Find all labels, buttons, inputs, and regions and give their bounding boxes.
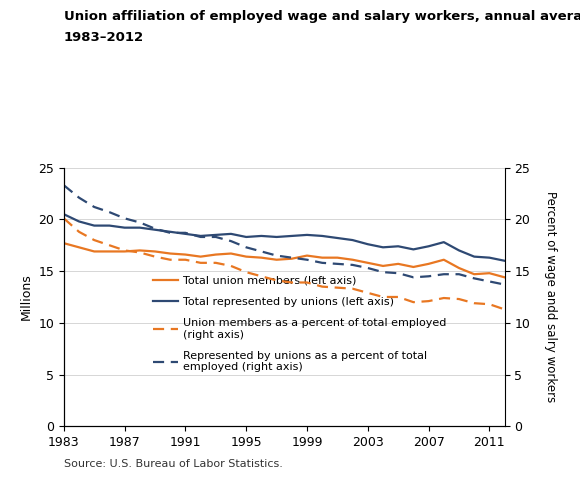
Text: Source: U.S. Bureau of Labor Statistics.: Source: U.S. Bureau of Labor Statistics. [64,459,282,469]
Text: Union affiliation of employed wage and salary workers, annual averages,: Union affiliation of employed wage and s… [64,10,580,23]
Text: 1983–2012: 1983–2012 [64,31,144,44]
Y-axis label: Percent of wage andd salry workers: Percent of wage andd salry workers [544,191,557,403]
Legend: Total union members (left axis), Total represented by unions (left axis), Union : Total union members (left axis), Total r… [148,272,451,377]
Y-axis label: Millions: Millions [20,274,32,320]
